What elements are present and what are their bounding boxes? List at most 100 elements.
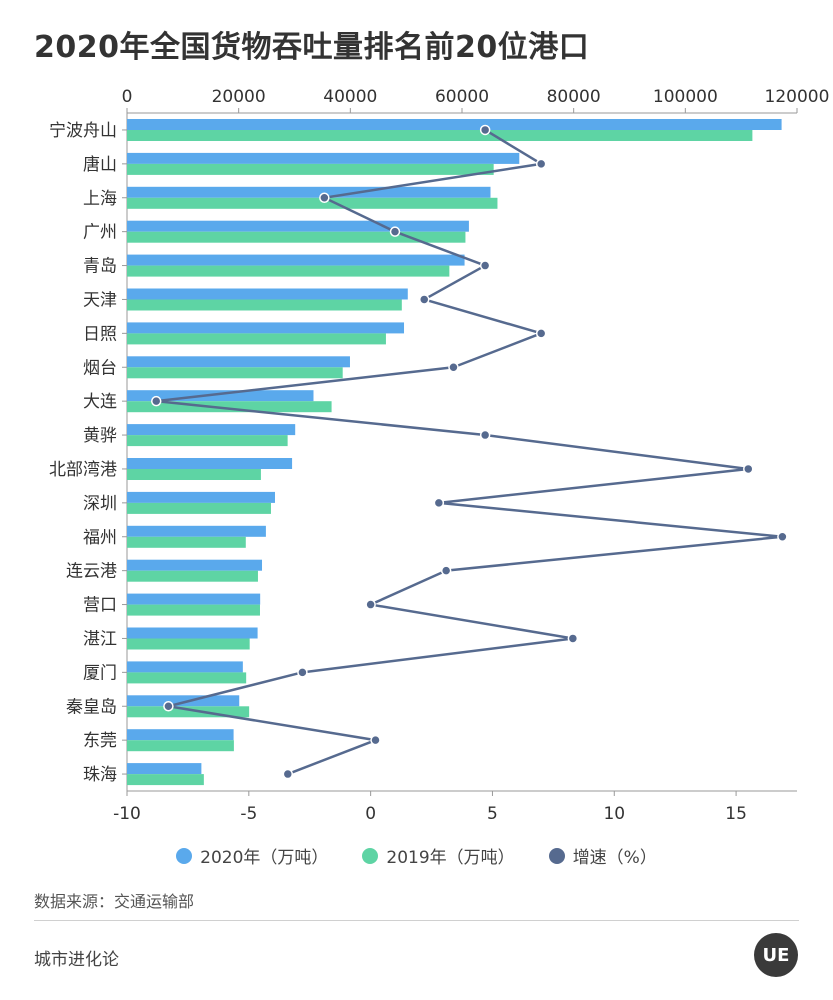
category-label: 北部湾港: [49, 460, 117, 480]
growth-point: [433, 497, 445, 509]
category-label: 大连: [83, 392, 117, 412]
top-axis-tick-label: 120000: [765, 87, 830, 107]
bar-2019: [127, 706, 250, 718]
category-label: 天津: [83, 290, 117, 310]
bar-2019: [127, 536, 246, 548]
legend-label-2019: 2019年（万吨）: [386, 848, 515, 868]
bar-2019: [127, 604, 260, 616]
growth-point: [418, 294, 430, 305]
category-label: 深圳: [83, 494, 117, 514]
category-label: 宁波舟山: [49, 121, 117, 141]
growth-point: [389, 226, 401, 237]
top-axis-tick-label: 100000: [653, 87, 718, 107]
legend-swatch-2019: [362, 847, 379, 864]
legend-swatch-growth: [548, 847, 565, 864]
legend-item-2020[interactable]: 2020年（万吨）: [176, 843, 328, 868]
bar-2020: [127, 220, 469, 232]
category-labels: 宁波舟山唐山上海广州青岛天津日照烟台大连黄骅北部湾港深圳福州连云港营口湛江厦门秦…: [49, 113, 128, 791]
divider: [34, 920, 799, 921]
bar-2019: [127, 333, 386, 345]
bottom-axis-tick-label: -5: [240, 804, 257, 824]
chart-title: 2020年全国货物吞吐量排名前20位港口: [34, 30, 590, 65]
growth-point: [535, 328, 547, 339]
bar-2019: [127, 774, 204, 786]
brand-logo: UE: [754, 933, 798, 977]
bottom-axis-tick-label: 15: [725, 804, 747, 824]
growth-point: [535, 158, 547, 170]
bar-2020: [127, 627, 258, 639]
growth-point: [743, 463, 754, 475]
category-label: 烟台: [83, 358, 117, 378]
category-label: 湛江: [83, 629, 117, 649]
bar-2020: [127, 288, 408, 300]
bottom-axis-tick-label: 5: [487, 804, 498, 824]
growth-point: [479, 260, 491, 271]
bottom-axis-tick-label: -10: [113, 804, 141, 824]
top-axis-tick-label: 80000: [547, 87, 601, 107]
bar-2019: [127, 367, 343, 379]
bar-2020: [127, 695, 240, 707]
bar-2020: [127, 424, 296, 436]
bar-2020: [127, 593, 261, 605]
bar-2019: [127, 502, 271, 514]
legend-item-growth[interactable]: 增速（%）: [548, 843, 657, 868]
category-label: 连云港: [66, 562, 117, 582]
bar-2020: [127, 186, 491, 198]
growth-point: [567, 633, 579, 644]
bar-2020: [127, 763, 202, 775]
growth-point: [163, 701, 174, 712]
growth-line-series: [150, 124, 788, 780]
bar-2019: [127, 435, 288, 447]
category-label: 福州: [83, 528, 117, 548]
brand-name: 城市进化论: [34, 950, 119, 970]
category-label: 珠海: [83, 765, 117, 785]
bar-2019: [127, 672, 247, 684]
bar-2019: [127, 469, 261, 480]
legend-swatch-2020: [176, 847, 193, 864]
bar-2020: [127, 152, 520, 164]
bar-2020: [127, 729, 234, 741]
growth-point: [150, 395, 162, 407]
legend: 2020年（万吨） 2019年（万吨） 增速（%）: [0, 843, 833, 868]
category-label: 营口: [83, 596, 117, 616]
bar-2019: [127, 197, 498, 209]
bar-2020: [127, 559, 263, 571]
data-source: 数据来源：交通运输部: [34, 892, 195, 911]
growth-point: [448, 362, 459, 373]
bottom-axis-tick-label: 10: [603, 804, 625, 824]
legend-label-2020: 2020年（万吨）: [200, 848, 329, 868]
bar-2020: [127, 390, 314, 402]
bar-2020: [127, 661, 243, 673]
growth-point: [319, 192, 330, 203]
category-label: 黄骅: [83, 426, 117, 446]
top-axis: 0 20000 40000 60000 80000 100000 120000: [122, 87, 830, 114]
category-label: 广州: [83, 223, 117, 243]
legend-item-2019[interactable]: 2019年（万吨）: [362, 843, 515, 868]
category-label: 青岛: [83, 257, 117, 277]
category-label: 唐山: [83, 154, 117, 175]
growth-point: [440, 565, 452, 576]
top-axis-tick-label: 60000: [435, 87, 489, 107]
bar-2019: [127, 163, 494, 175]
growth-point: [777, 531, 788, 542]
bar-2019: [127, 740, 234, 752]
legend-label-growth: 增速（%）: [572, 848, 657, 868]
bar-2020: [127, 525, 266, 537]
bar-2020: [127, 491, 275, 503]
bar-2020: [127, 254, 465, 266]
bar-2019: [127, 570, 258, 582]
bar-2019: [127, 299, 402, 311]
bar-2020: [127, 322, 405, 334]
top-axis-tick-label: 20000: [212, 87, 266, 107]
top-axis-tick-label: 40000: [323, 87, 377, 107]
bars: [127, 119, 782, 786]
growth-point: [297, 667, 308, 678]
bar-2020: [127, 356, 350, 368]
bar-2019: [127, 265, 450, 277]
bar-2019: [127, 638, 250, 650]
bar-2020: [127, 119, 782, 130]
top-axis-tick-label: 0: [122, 87, 133, 107]
category-label: 日照: [83, 324, 117, 344]
growth-point: [479, 429, 491, 441]
